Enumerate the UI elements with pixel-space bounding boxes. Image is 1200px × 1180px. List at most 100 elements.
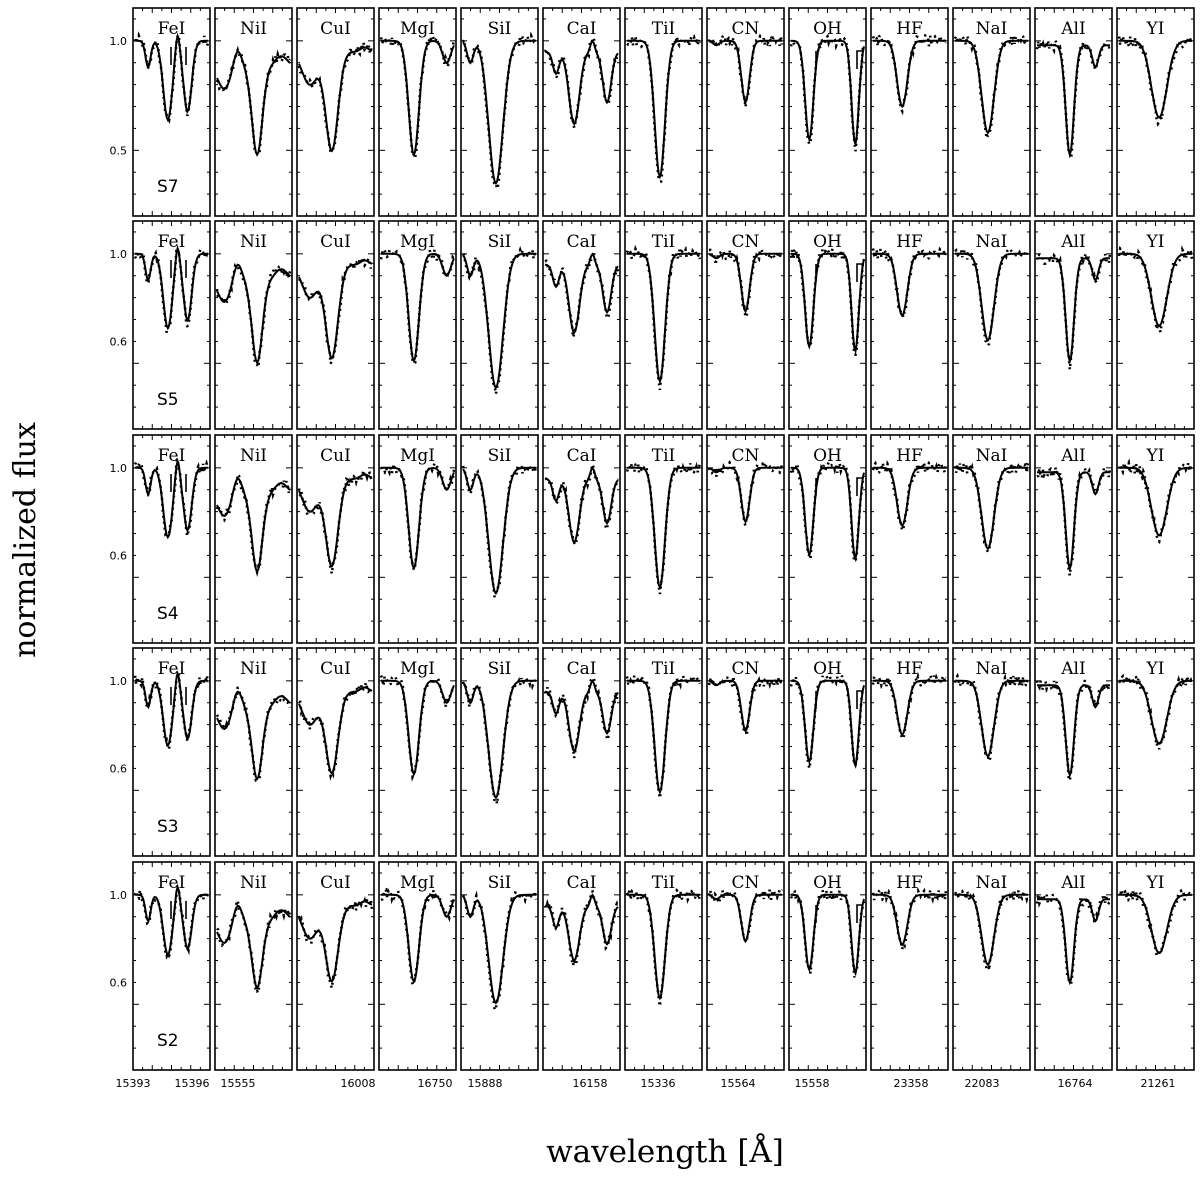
observed-spectrum-dots <box>133 31 210 124</box>
observed-spectrum-dots <box>625 671 702 799</box>
observed-spectrum-dots <box>216 895 292 997</box>
species-label: CN <box>732 232 760 252</box>
star-label: S4 <box>157 604 179 624</box>
panel-frame <box>788 647 867 857</box>
observed-spectrum-dots <box>380 887 456 989</box>
species-label: TiI <box>652 873 676 893</box>
x-tick-label: 15555 <box>221 1077 256 1090</box>
species-label: NiI <box>240 232 267 252</box>
model-spectrum-line <box>708 39 782 105</box>
panel-frame <box>214 220 293 430</box>
observed-spectrum-dots <box>625 885 702 1007</box>
panel-frame <box>460 220 539 430</box>
panel-frame <box>542 434 621 644</box>
y-tick-label: 0.6 <box>110 335 128 348</box>
panel-frame <box>624 7 703 217</box>
panel-cui-s7: CuI <box>296 7 375 217</box>
x-tick-labels: 15393 15396 15555 16008 16750 15888 16158 15336… <box>116 1077 1176 1090</box>
species-label: TiI <box>652 659 676 679</box>
species-label: AlI <box>1060 873 1085 893</box>
star-label: S3 <box>157 817 179 837</box>
species-label: HF <box>896 19 923 39</box>
species-label: NaI <box>976 446 1008 466</box>
line-marker <box>856 50 863 69</box>
panel-mgi-s4: MgI <box>378 434 457 644</box>
species-label: MgI <box>400 446 435 466</box>
panel-frame <box>788 7 867 217</box>
line-marker <box>856 477 863 496</box>
species-label: TiI <box>652 19 676 39</box>
observed-spectrum-dots <box>953 460 1030 555</box>
observed-spectrum-dots <box>461 462 538 598</box>
model-spectrum-line <box>1037 257 1110 365</box>
observed-spectrum-dots <box>461 31 538 190</box>
x-tick-label: 15558 <box>795 1077 830 1090</box>
species-label: NiI <box>240 19 267 39</box>
panel-mgi-s2: MgI <box>378 861 457 1071</box>
panel-cn-s3: CN <box>706 647 785 857</box>
panel-frame <box>706 647 785 857</box>
model-spectrum-line <box>627 893 700 1001</box>
panel-ali-s4: AlI <box>1034 434 1113 644</box>
panel-hf-s2: HF <box>870 861 949 1071</box>
panel-cai-s3: CaI <box>542 647 621 857</box>
model-spectrum-line <box>708 252 782 314</box>
observed-spectrum-dots <box>215 45 292 159</box>
model-spectrum-line <box>790 39 865 145</box>
species-label: CuI <box>320 659 351 679</box>
observed-spectrum-dots <box>1117 673 1194 750</box>
observed-spectrum-dots <box>544 459 620 549</box>
panel-fei-s3: FeI S3 <box>132 647 211 857</box>
species-label: YI <box>1146 446 1165 466</box>
panel-row-s5: FeI S5 NiI CuI MgI SiI CaI TiI CN OH HF NaI AlI YI 1.0… <box>110 220 1195 430</box>
model-spectrum-line <box>216 477 291 574</box>
panel-yi-s5: YI <box>1116 220 1195 430</box>
model-spectrum-line <box>462 893 536 1005</box>
panel-grid: FeI S7 NiI CuI MgI SiI CaI TiI CN OH HF NaI AlI YI 1.0… <box>110 7 1195 1090</box>
observed-spectrum-dots <box>871 671 948 740</box>
panel-ali-s2: AlI <box>1034 861 1113 1071</box>
panel-tii-s2: TiI <box>624 861 703 1071</box>
species-label: FeI <box>158 232 186 252</box>
panel-hf-s3: HF <box>870 647 949 857</box>
model-spectrum-line <box>462 679 536 800</box>
panel-hf-s4: HF <box>870 434 949 644</box>
panel-nii-s5: NiI <box>214 220 293 430</box>
species-label: CuI <box>320 19 351 39</box>
species-label: YI <box>1146 873 1165 893</box>
panel-nii-s2: NiI <box>214 861 293 1071</box>
model-spectrum-line <box>462 39 536 186</box>
panel-frame <box>542 861 621 1071</box>
model-spectrum-line <box>298 686 373 775</box>
species-label: CuI <box>320 232 351 252</box>
panel-nai-s3: NaI <box>952 647 1031 857</box>
panel-cn-s5: CN <box>706 220 785 430</box>
observed-spectrum-dots <box>215 263 292 372</box>
species-label: AlI <box>1060 446 1085 466</box>
model-spectrum-line <box>627 679 700 795</box>
panel-sii-s4: SiI <box>460 434 539 644</box>
species-label: MgI <box>400 19 435 39</box>
species-label: HF <box>896 232 923 252</box>
panel-frame <box>214 7 293 217</box>
panel-frame <box>706 220 785 430</box>
species-label: NaI <box>976 232 1008 252</box>
observed-spectrum-dots <box>379 674 456 782</box>
panel-frame <box>870 647 949 857</box>
panel-frame <box>460 861 539 1071</box>
panel-ali-s3: AlI <box>1034 647 1113 857</box>
species-label: SiI <box>488 232 512 252</box>
species-label: HF <box>896 659 923 679</box>
x-tick-label: 16008 <box>341 1077 376 1090</box>
model-spectrum-line <box>1119 679 1193 745</box>
panel-row-s3: FeI S3 NiI CuI MgI SiI CaI TiI CN OH HF NaI AlI YI 1.0… <box>110 647 1195 857</box>
panel-cui-s5: CuI <box>296 220 375 430</box>
line-marker <box>856 690 863 709</box>
x-tick-label: 15336 <box>641 1077 676 1090</box>
y-tick-label: 0.5 <box>110 144 128 157</box>
species-label: NiI <box>240 873 267 893</box>
observed-spectrum-dots <box>707 457 784 531</box>
species-label: CN <box>732 659 760 679</box>
panel-nai-s5: NaI <box>952 220 1031 430</box>
star-label: S7 <box>157 177 179 197</box>
